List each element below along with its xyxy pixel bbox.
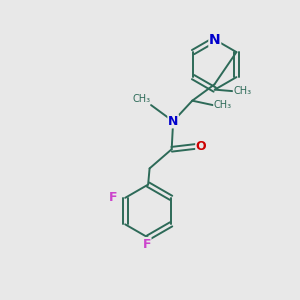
Text: F: F <box>142 238 151 250</box>
Text: CH₃: CH₃ <box>132 94 151 103</box>
Text: O: O <box>196 140 206 153</box>
Text: CH₃: CH₃ <box>233 86 251 96</box>
Text: F: F <box>109 191 118 204</box>
Text: N: N <box>168 115 178 128</box>
Text: N: N <box>209 33 220 46</box>
Text: CH₃: CH₃ <box>214 100 232 110</box>
